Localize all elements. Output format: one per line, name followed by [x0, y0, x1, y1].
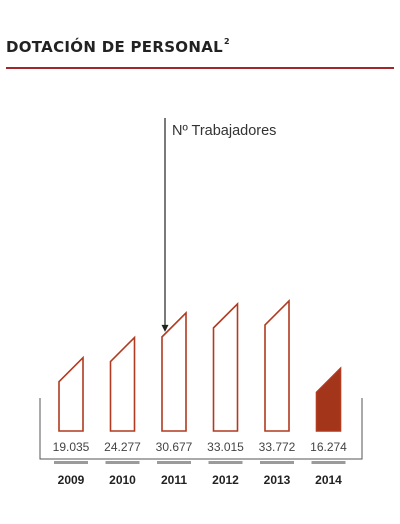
page-title: DOTACIÓN DE PERSONAL2: [6, 37, 230, 56]
year-underline-2009: [54, 461, 88, 464]
annotation-label: Nº Trabajadores: [172, 123, 276, 139]
year-underline-2014: [311, 461, 346, 464]
year-underlines: [54, 461, 346, 464]
annotation-arrow-head: [161, 324, 169, 332]
bar-2013: [264, 299, 290, 432]
title-text: DOTACIÓN DE PERSONAL: [6, 38, 223, 56]
bar-2014: [315, 366, 342, 432]
bars: [58, 299, 342, 432]
year-label-2012: 2012: [212, 473, 239, 487]
title-rule: [6, 67, 394, 69]
value-label-2012: 33.015: [207, 440, 244, 454]
bracket-line: [39, 398, 363, 460]
bar-2009: [58, 355, 84, 432]
year-label-2009: 2009: [58, 473, 85, 487]
footnote-mark: 2: [223, 37, 230, 46]
year-labels: 2009 2010 2011 2012 2013 2014: [58, 473, 343, 487]
value-label-2014: 16.274: [310, 440, 347, 454]
value-label-2013: 33.772: [259, 440, 296, 454]
bar-2012: [212, 301, 239, 432]
annotation: Nº Trabajadores: [161, 118, 276, 332]
year-label-2014: 2014: [315, 473, 342, 487]
year-underline-2010: [105, 461, 140, 464]
axis-bracket: [39, 398, 363, 460]
year-label-2013: 2013: [264, 473, 291, 487]
year-underline-2013: [260, 461, 294, 464]
bar-2011: [161, 310, 187, 432]
value-label-2009: 19.035: [53, 440, 90, 454]
value-label-2010: 24.277: [104, 440, 141, 454]
value-label-2011: 30.677: [156, 440, 193, 454]
year-underline-2011: [157, 461, 191, 464]
year-label-2011: 2011: [161, 473, 187, 487]
bar-2010: [109, 335, 136, 432]
value-labels: 19.035 24.277 30.677 33.015 33.772 16.274: [53, 440, 348, 454]
year-underline-2012: [208, 461, 243, 464]
year-label-2010: 2010: [109, 473, 136, 487]
